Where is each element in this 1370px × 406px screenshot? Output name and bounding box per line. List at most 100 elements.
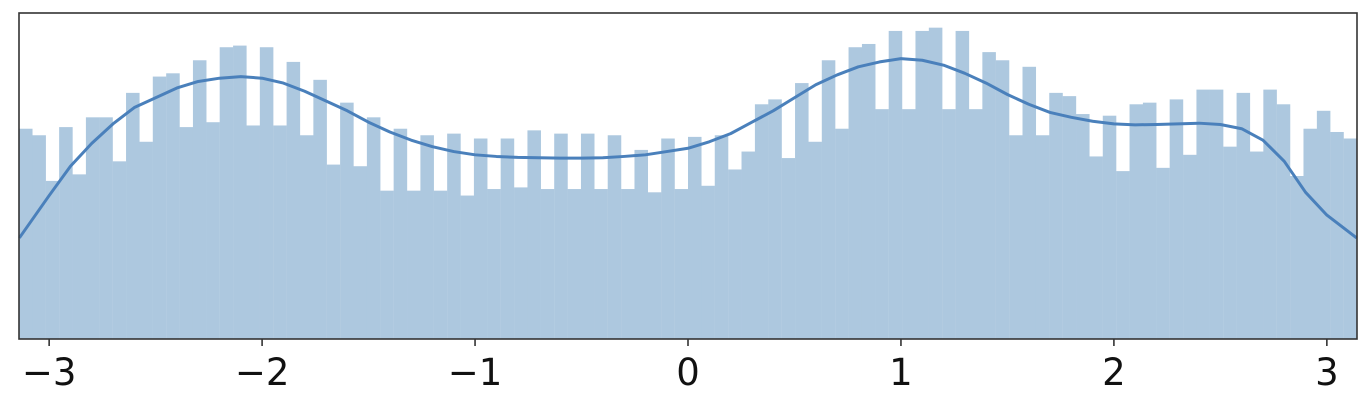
histogram-bar bbox=[273, 125, 287, 339]
histogram-bar bbox=[835, 128, 849, 339]
histogram-bar bbox=[928, 27, 943, 339]
histogram-bar bbox=[1129, 104, 1144, 339]
histogram-bar bbox=[313, 79, 327, 339]
histogram-bar bbox=[567, 189, 582, 339]
histogram-bar bbox=[594, 189, 608, 339]
histogram-bar bbox=[299, 135, 314, 339]
histogram-bar bbox=[527, 130, 541, 339]
x-tick-label: 2 bbox=[1102, 351, 1126, 394]
histogram-bar bbox=[447, 133, 461, 339]
histogram-bars bbox=[19, 27, 1358, 340]
histogram-bar bbox=[326, 164, 341, 339]
histogram-bar bbox=[540, 189, 555, 339]
histogram-bar bbox=[59, 127, 73, 339]
histogram-bar bbox=[233, 45, 247, 339]
histogram-bar bbox=[353, 166, 368, 339]
histogram-bar bbox=[219, 47, 234, 339]
histogram-bar bbox=[861, 43, 876, 339]
histogram-bar bbox=[340, 102, 354, 340]
histogram-bar bbox=[728, 169, 742, 339]
histogram-bar bbox=[1209, 89, 1224, 339]
x-tick-label: −3 bbox=[22, 351, 77, 394]
histogram-bar bbox=[875, 109, 889, 339]
histogram-bar bbox=[580, 133, 595, 339]
histogram-bar bbox=[902, 109, 916, 339]
histogram-bar bbox=[1156, 167, 1170, 339]
histogram-bar bbox=[1049, 92, 1063, 340]
histogram-bar bbox=[473, 138, 488, 339]
histogram-bar bbox=[754, 104, 769, 339]
histogram-bar bbox=[1343, 138, 1358, 339]
histogram-bar bbox=[246, 125, 260, 339]
histogram-bar bbox=[99, 117, 113, 339]
histogram-bar bbox=[1249, 151, 1264, 339]
histogram-bar bbox=[460, 195, 475, 339]
histogram-bar bbox=[139, 141, 153, 339]
histogram-bar bbox=[968, 109, 983, 339]
histogram-bar bbox=[1330, 131, 1344, 339]
histogram-bar bbox=[621, 189, 635, 339]
x-tick-label: 0 bbox=[676, 351, 700, 394]
histogram-bar bbox=[112, 161, 127, 339]
histogram-bar bbox=[942, 109, 956, 339]
histogram-bar bbox=[634, 149, 649, 339]
histogram-bar bbox=[1196, 89, 1210, 339]
histogram-bar bbox=[1009, 135, 1023, 339]
histogram-bar bbox=[393, 128, 408, 339]
histogram-bar bbox=[821, 60, 836, 340]
histogram-bar bbox=[166, 73, 180, 339]
histogram-bar bbox=[1183, 154, 1197, 339]
histogram-bar bbox=[1102, 115, 1117, 339]
histogram-bar bbox=[808, 141, 822, 339]
histogram-bar bbox=[554, 133, 568, 339]
kde-curve bbox=[18, 57, 1358, 240]
histogram-bar bbox=[1263, 89, 1277, 339]
histogram-bar bbox=[915, 30, 929, 340]
histogram-bar bbox=[420, 135, 434, 339]
x-axis: −3 −2 −1 0 1 2 3 bbox=[22, 339, 1339, 394]
histogram-bar bbox=[741, 151, 756, 339]
histogram-bar bbox=[647, 192, 662, 339]
x-tick-label: 1 bbox=[889, 351, 913, 394]
histogram-bar bbox=[1062, 96, 1077, 339]
histogram-bar bbox=[795, 83, 809, 339]
x-tick-label: 3 bbox=[1315, 351, 1339, 394]
histogram-bar bbox=[286, 61, 301, 340]
histogram-bar bbox=[514, 187, 528, 339]
histogram-bar bbox=[995, 60, 1010, 340]
histogram-bar bbox=[1276, 104, 1291, 339]
histogram-bar bbox=[607, 135, 622, 339]
histogram-bar bbox=[126, 92, 140, 340]
histogram-bar bbox=[848, 47, 863, 339]
x-tick-label: −1 bbox=[448, 351, 503, 394]
histogram-bar bbox=[1116, 171, 1130, 339]
histogram-bar bbox=[1316, 110, 1331, 339]
histogram-bar bbox=[72, 174, 87, 339]
histogram-bar bbox=[1236, 92, 1251, 340]
histogram-bar bbox=[19, 128, 33, 339]
histogram-bar bbox=[85, 117, 100, 339]
histogram-bar bbox=[32, 135, 46, 339]
histogram-bar bbox=[1022, 66, 1037, 339]
histogram-bar bbox=[688, 136, 702, 339]
histogram-bar bbox=[674, 189, 689, 339]
x-tick-label: −2 bbox=[235, 351, 290, 394]
histogram-bar bbox=[1076, 114, 1090, 339]
histogram-bar bbox=[768, 99, 782, 339]
histogram-bar bbox=[152, 76, 167, 339]
histogram-bar bbox=[982, 52, 996, 340]
histogram-bar bbox=[433, 190, 448, 339]
histogram-bar bbox=[701, 185, 715, 339]
histogram-bar bbox=[380, 190, 394, 339]
histogram-bar bbox=[1089, 156, 1103, 339]
histogram-bar bbox=[407, 190, 421, 339]
histogram-bar bbox=[1223, 146, 1237, 339]
histogram-bar bbox=[1169, 99, 1184, 339]
histogram-bar bbox=[192, 60, 207, 340]
histogram-bar bbox=[206, 122, 220, 340]
histogram-bar bbox=[366, 117, 381, 339]
histogram-bar bbox=[1035, 135, 1050, 339]
histogram-bar bbox=[500, 138, 515, 339]
